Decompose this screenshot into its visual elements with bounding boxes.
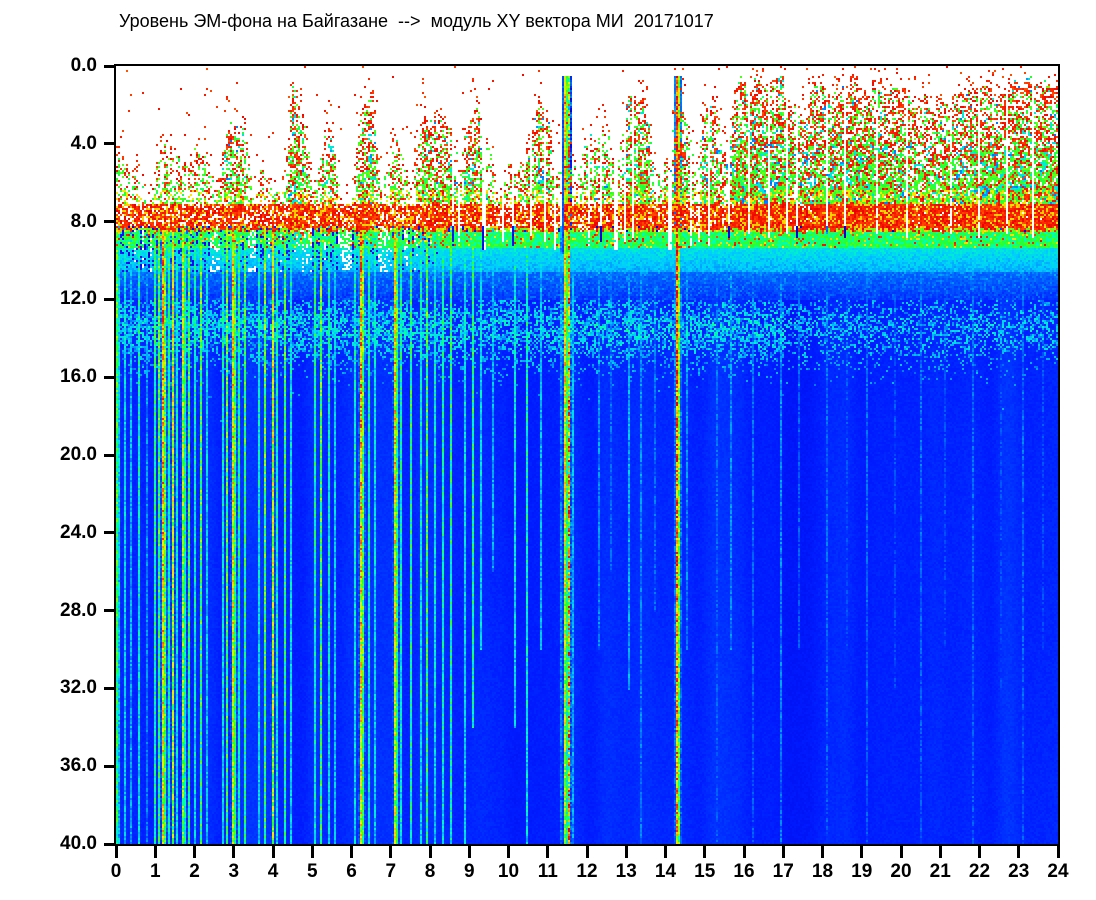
y-axis-tick bbox=[104, 64, 115, 68]
x-axis-label: 7 bbox=[385, 861, 397, 882]
x-axis-tick bbox=[742, 846, 746, 858]
y-axis-tick bbox=[104, 842, 115, 846]
x-axis-tick bbox=[114, 846, 118, 858]
x-axis-tick bbox=[1056, 846, 1060, 858]
x-axis-label: 9 bbox=[463, 861, 475, 882]
y-axis-label: 28.0 bbox=[60, 599, 97, 621]
spectrogram-canvas bbox=[116, 66, 1058, 844]
x-axis-tick bbox=[585, 846, 589, 858]
x-axis-tick bbox=[899, 846, 903, 858]
x-axis-tick bbox=[546, 846, 550, 858]
y-axis-label: 24.0 bbox=[60, 521, 97, 543]
x-axis-label: 14 bbox=[654, 861, 677, 882]
x-axis-label: 15 bbox=[694, 861, 716, 882]
x-axis-tick bbox=[467, 846, 471, 858]
x-axis-tick bbox=[232, 846, 236, 858]
x-axis-label: 8 bbox=[424, 861, 436, 882]
y-axis-tick bbox=[104, 297, 115, 301]
x-axis-tick bbox=[624, 846, 628, 858]
x-axis-tick bbox=[350, 846, 353, 858]
y-axis-label: 12.0 bbox=[60, 288, 97, 310]
y-axis-label: 36.0 bbox=[60, 755, 97, 777]
x-axis-tick bbox=[821, 846, 824, 858]
x-axis-label: 21 bbox=[929, 861, 951, 882]
y-axis-tick bbox=[104, 531, 115, 535]
y-axis-label: 0.0 bbox=[70, 55, 97, 76]
x-axis-tick bbox=[1017, 846, 1021, 858]
x-axis-label: 11 bbox=[537, 861, 558, 882]
x-axis-label: 19 bbox=[851, 861, 873, 882]
x-axis-tick bbox=[938, 846, 942, 858]
x-axis-tick bbox=[193, 846, 196, 858]
x-axis-tick bbox=[271, 846, 275, 858]
x-axis-label: 13 bbox=[615, 861, 637, 882]
y-axis-label: 16.0 bbox=[60, 366, 97, 388]
y-axis-tick bbox=[104, 220, 115, 224]
y-axis-tick bbox=[104, 609, 115, 613]
x-axis-label: 22 bbox=[968, 861, 991, 882]
x-axis-label: 6 bbox=[346, 861, 357, 882]
x-axis-tick bbox=[860, 846, 864, 858]
y-axis-label: 8.0 bbox=[70, 210, 97, 232]
x-axis-tick bbox=[781, 846, 785, 858]
chart-title: Уровень ЭМ-фона на Байгазане --> модуль … bbox=[119, 11, 714, 31]
x-axis-tick bbox=[664, 846, 667, 858]
x-axis-label: 5 bbox=[306, 861, 318, 882]
x-axis-tick bbox=[703, 846, 707, 858]
x-axis-label: 24 bbox=[1047, 861, 1069, 882]
x-axis-tick bbox=[978, 846, 981, 858]
y-axis-tick bbox=[104, 142, 115, 146]
y-axis-label: 4.0 bbox=[70, 132, 97, 154]
y-axis-tick bbox=[104, 453, 115, 457]
y-axis-label: 20.0 bbox=[60, 444, 97, 465]
y-axis-label: 32.0 bbox=[60, 677, 97, 699]
x-axis-tick bbox=[507, 846, 510, 858]
x-axis-label: 0 bbox=[110, 861, 122, 882]
x-axis-label: 1 bbox=[149, 861, 161, 882]
x-axis-label: 17 bbox=[772, 861, 794, 882]
x-axis-label: 2 bbox=[189, 861, 200, 882]
y-axis-tick bbox=[104, 686, 115, 690]
x-axis-label: 3 bbox=[228, 861, 240, 882]
y-axis-label: 40.0 bbox=[60, 833, 97, 854]
x-axis-tick bbox=[310, 846, 314, 858]
x-axis-label: 20 bbox=[890, 861, 912, 882]
x-axis-tick bbox=[389, 846, 393, 858]
plot-area bbox=[114, 64, 1060, 846]
y-axis-tick bbox=[104, 375, 115, 379]
x-axis-tick bbox=[428, 846, 432, 858]
x-axis-label: 23 bbox=[1008, 861, 1030, 882]
x-axis-label: 10 bbox=[497, 861, 520, 882]
x-axis-label: 18 bbox=[811, 861, 834, 882]
x-axis-label: 4 bbox=[267, 861, 279, 882]
x-axis-tick bbox=[153, 846, 157, 858]
y-axis-tick bbox=[104, 764, 115, 768]
x-axis-label: 16 bbox=[733, 861, 755, 882]
x-axis-label: 12 bbox=[576, 861, 598, 882]
